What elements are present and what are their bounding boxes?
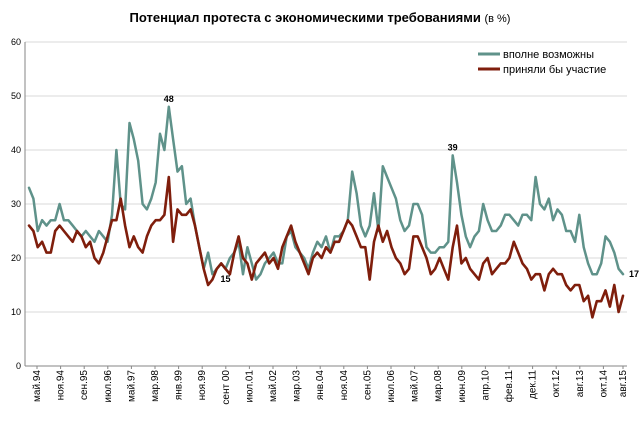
x-tick-label: фев.11 [503,370,515,403]
x-tick-label: июл.96 [103,370,114,403]
x-tick-label: ноя.04 [339,370,350,401]
x-tick-label: окт.12 [551,370,562,398]
x-tick-label: мар.98 [150,370,161,402]
data-label: 39 [448,142,458,152]
y-tick-label: 10 [11,307,21,317]
x-tick-label: сен.05 [362,370,373,400]
x-tick-label: май.02 [268,370,279,402]
x-tick-label: сен.95 [79,370,90,400]
x-tick-label: янв.04 [315,370,326,401]
x-tick-label: авг.13 [575,370,586,398]
x-tick-label: мар.08 [433,370,444,402]
data-label: 17 [629,269,639,279]
x-tick-label: янв.99 [174,370,185,401]
y-tick-label: 50 [11,91,21,101]
x-tick-label: июл.06 [386,370,397,403]
x-tick-label: апр.10 [480,370,491,401]
x-tick-label: ноя.94 [56,370,67,401]
axis-layer: 0 10 20 30 40 50 60 май.94 ноя.94 сен.95 июл.96 май… [11,37,629,405]
legend-label: приняли бы участие [503,64,606,76]
chart-title: Потенциал протеста с экономическими треб… [0,10,640,25]
chart-title-text: Потенциал протеста с экономическими треб… [129,10,481,25]
x-tick-label: авг.15 [618,370,629,398]
legend: вполне возможны приняли бы участие [478,49,606,76]
x-tick-label: сент 00 [221,370,232,405]
y-tick-label: 40 [11,145,21,155]
data-label: 15 [221,274,231,284]
x-tick-label: май.07 [410,370,421,402]
x-tick-label: июн.09 [457,370,468,403]
x-tick-label: мар.03 [292,370,303,402]
legend-label: вполне возможны [503,49,594,61]
x-tick-label: май.97 [126,370,137,402]
series-line-vpolne-vozmozhny [27,105,625,281]
y-tick-label: 0 [16,361,21,371]
x-tick-label: июл.01 [244,370,255,403]
y-tick-label: 30 [11,199,21,209]
x-tick-label: ноя.99 [197,370,208,401]
x-tick-label: окт.14 [598,370,609,398]
y-tick-label: 60 [11,37,21,47]
chart-subtitle: (в %) [484,13,511,25]
series-layer [27,105,625,319]
x-tick-label: май.94 [32,370,43,402]
series-line-prinyali-by-uchastie [27,175,625,319]
annotation-layer: 48 39 17 15 [164,94,639,284]
x-tick-label: дек.11 [528,370,539,399]
data-label: 48 [164,94,174,104]
y-tick-label: 20 [11,253,21,263]
